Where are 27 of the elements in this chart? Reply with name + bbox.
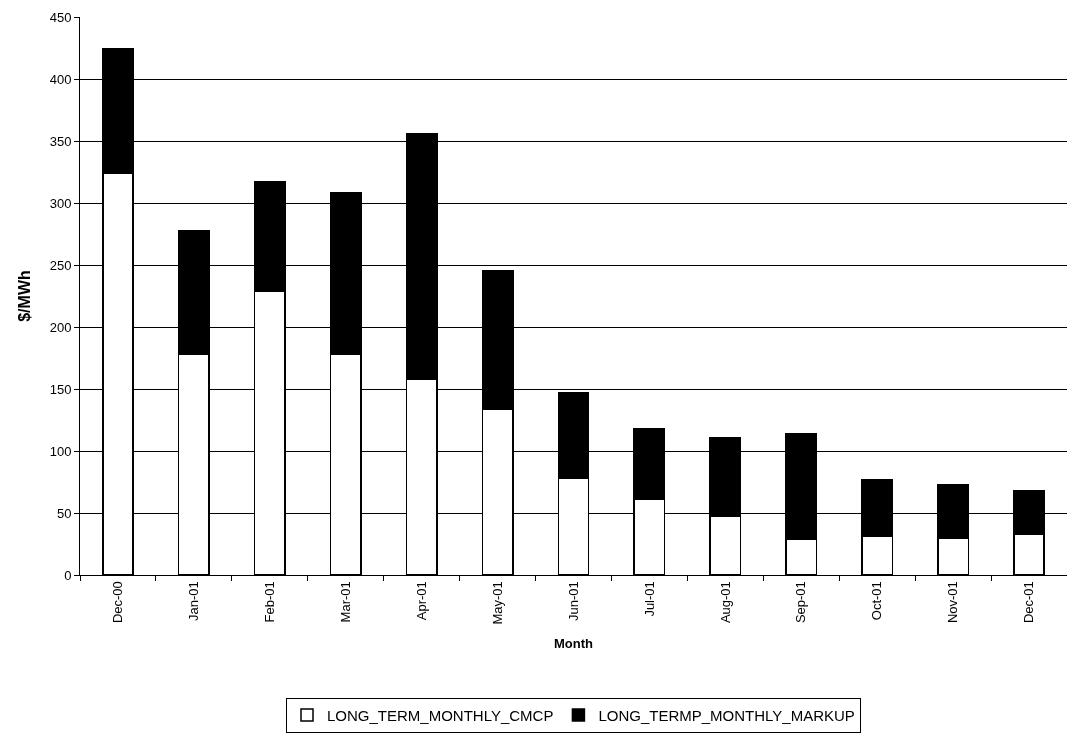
y-tick-label: 400 bbox=[49, 71, 72, 87]
y-tick-label: 50 bbox=[56, 505, 72, 521]
x-tick-label: Oct-01 bbox=[869, 581, 885, 621]
y-tick-label: 200 bbox=[49, 319, 72, 335]
y-tick-label: 150 bbox=[49, 381, 72, 397]
x-tick-label: Nov-01 bbox=[945, 581, 961, 624]
x-tick-label: Jul-01 bbox=[641, 581, 657, 617]
x-tick-label: Mar-01 bbox=[337, 581, 353, 623]
y-tick-label: 450 bbox=[49, 9, 72, 25]
x-tick-label: Aug-01 bbox=[717, 581, 733, 624]
x-tick-label: Feb-01 bbox=[262, 581, 278, 623]
x-tick-label: Dec-01 bbox=[1021, 581, 1037, 624]
x-tick-label: May-01 bbox=[489, 581, 505, 625]
x-tick-label: Apr-01 bbox=[413, 581, 429, 621]
x-tick-label: Jun-01 bbox=[565, 581, 581, 621]
y-tick-label: 0 bbox=[64, 567, 72, 583]
y-axis-title: $/MWh bbox=[15, 270, 33, 322]
x-tick-label: Sep-01 bbox=[793, 581, 809, 624]
legend-label: LONG_TERM_MONTHLY_CMCP bbox=[327, 706, 554, 724]
y-tick-label: 250 bbox=[49, 257, 72, 273]
y-tick-label: 100 bbox=[49, 443, 72, 459]
legend-label: LONG_TERMP_MONTHLY_MARKUP bbox=[598, 706, 855, 724]
x-tick-label: Jan-01 bbox=[186, 581, 202, 621]
x-axis-title: Month bbox=[554, 636, 594, 652]
y-tick-label: 350 bbox=[49, 133, 72, 149]
x-tick-label: Dec-00 bbox=[110, 581, 126, 624]
y-tick-label: 300 bbox=[49, 195, 72, 211]
